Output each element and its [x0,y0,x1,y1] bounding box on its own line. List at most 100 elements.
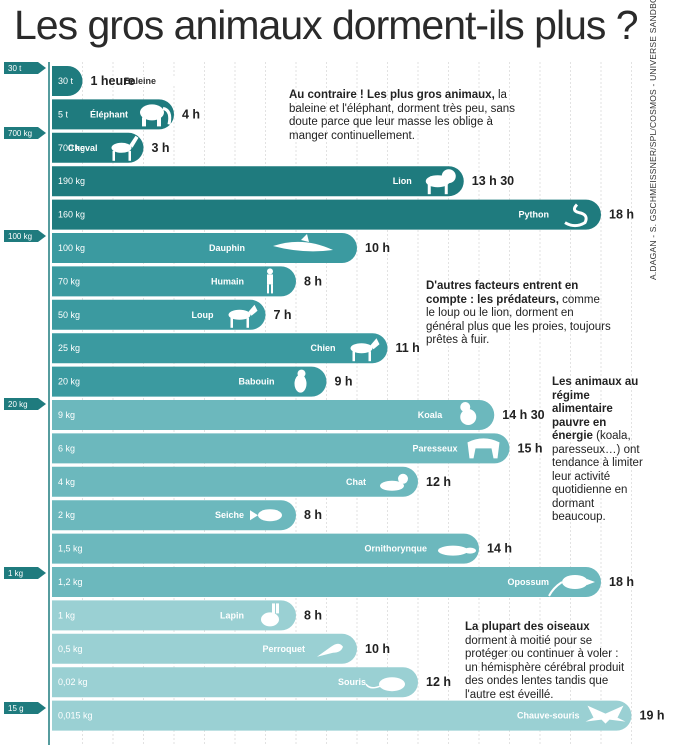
rabbit-icon [261,603,279,627]
weight-axis-tick: 1 kg [4,567,46,579]
platypus-icon [438,545,476,556]
bar-name-label: Baleine [124,76,156,86]
bar-name-label: Lapin [220,610,244,620]
cuttlefish-icon [250,509,282,522]
bar-row: 9 kg Koala 14 h 30 [52,400,545,430]
bar-hours-label: 3 h [152,141,170,155]
bar-row: 0,5 kg Perroquet 10 h [52,633,390,664]
bar-weight-label: 0,015 kg [58,711,93,721]
bar-hours-label: 9 h [335,375,353,389]
bar-row: 70 kg Humain 8 h [52,266,322,297]
bar-name-label: Ornithorynque [365,544,428,554]
bar-row: 2 kg Seiche 8 h [52,500,322,531]
mouse-icon [365,677,405,692]
lion-icon [425,169,456,195]
weight-tick-label: 15 g [8,704,24,713]
note-predators-body: comme le loup ou le lion, dorment en gén… [426,293,611,347]
bar-name-label: Python [519,210,550,220]
page-title: Les gros animaux dorment-ils plus ? [14,2,639,48]
bar [52,66,83,96]
bar-hours-label: 12 h [426,475,451,489]
weight-tick-arrow [4,127,46,139]
bar [52,466,419,497]
bar-hours-label: 4 h [182,107,200,121]
bar-hours-label: 8 h [304,608,322,622]
bar-weight-label: 1,2 kg [58,577,83,587]
bar [52,199,602,230]
weight-tick-arrow [4,702,46,714]
bar-weight-label: 190 kg [58,176,85,186]
weight-tick-label: 20 kg [8,400,28,409]
bar [52,400,495,430]
bar-weight-label: 160 kg [58,210,85,220]
bar-row: 20 kg Babouin 9 h [52,366,353,397]
bar-weight-label: 0,5 kg [58,644,83,654]
bar-name-label: Seiche [215,510,244,520]
bar-name-label: Perroquet [262,644,305,654]
bar [52,567,601,597]
bar-hours-label: 10 h [365,642,390,656]
bar-row: 0,02 kg Souris 12 h [52,667,451,698]
bar [52,366,327,397]
weight-axis-tick: 700 kg [4,127,46,139]
bar [52,132,144,163]
bar-hours-label: 18 h [609,208,634,222]
weight-axis: 30 t 700 kg 100 kg 20 kg 1 kg 15 g [4,62,50,745]
note-big-animals-lead: Au contraire ! Les plus gros animaux, [289,89,495,101]
weight-tick-arrow [4,398,46,410]
note-predators-lead: D'autres facteurs entrent en compte : le… [426,280,579,306]
bar-weight-label: 2 kg [58,510,75,520]
bar-row: 0,015 kg Chauve-souris 19 h [52,700,665,731]
bar [52,433,510,464]
bar [52,500,296,531]
dog-icon [350,338,380,362]
bar [52,600,296,631]
bar-weight-label: 20 kg [58,377,80,387]
horse-icon [111,135,139,161]
opossum-icon [548,575,595,597]
bar-hours-label: 8 h [304,274,322,288]
bar [52,266,296,297]
bar [52,166,464,197]
bar-row: 5 t Éléphant 4 h [52,99,200,130]
cat-icon [380,473,408,491]
note-predators: D'autres facteurs entrent en compte : le… [426,280,611,348]
bar-hours-label: 12 h [426,675,451,689]
bar-hours-label: 8 h [304,508,322,522]
bar-name-label: Dauphin [209,243,245,253]
bar-row: 190 kg Lion 13 h 30 [52,166,514,197]
bar-name-label: Souris [338,677,366,687]
bar-row: 1,2 kg Opossum 18 h [52,567,634,597]
bar-name-label: Humain [211,276,244,286]
whale-icon [92,75,188,87]
bar-weight-label: 6 kg [58,443,75,453]
weight-tick-label: 700 kg [8,129,32,138]
note-birds-body: dorment à moitié pour se protéger ou con… [465,634,625,701]
parrot-icon [317,643,343,657]
bar [52,700,632,731]
bar-name-label: Koala [418,410,444,420]
weight-tick-arrow [4,567,46,579]
baboon-icon [294,369,307,393]
bar-name-label: Chat [346,477,366,487]
bar-name-label: Babouin [239,377,275,387]
human-icon [267,268,273,294]
bar [52,299,266,330]
bar-name-label: Cheval [68,143,98,153]
bar-weight-label: 1,5 kg [58,544,83,554]
dolphin-icon [273,234,333,252]
bar-row: 4 kg Chat 12 h [52,466,451,497]
bar-weight-label: 50 kg [58,310,80,320]
bar-hours-label: 14 h [487,542,512,556]
bar-hours-label: 15 h [518,441,543,455]
bar-name-label: Paresseux [412,443,457,453]
bar-row: 50 kg Loup 7 h [52,299,292,330]
bar-row: 25 kg Chien 11 h [52,333,420,364]
bar-hours-label: 18 h [609,575,634,589]
bar-row: 6 kg Paresseux 15 h [52,433,543,464]
bar-hours-label: 11 h [396,341,420,355]
sloth-icon [467,438,500,459]
photo-credit: A.DAGAN - S. GSCHMEISSNER/SPL/COSMOS - U… [648,0,658,280]
